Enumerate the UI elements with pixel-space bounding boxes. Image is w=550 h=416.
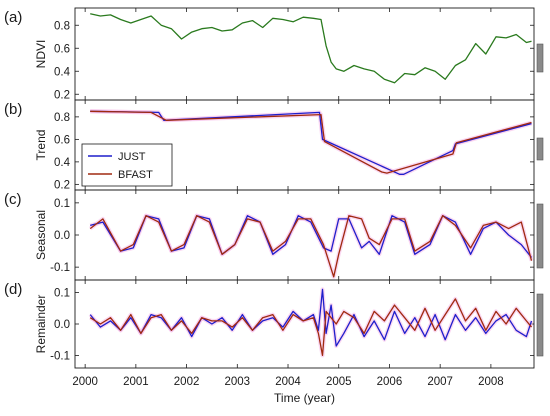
panel-label: (a) — [4, 9, 22, 26]
y-tick-label: 0.2 — [54, 179, 70, 191]
legend-label-just: JUST — [118, 151, 146, 163]
panel-label: (c) — [4, 191, 22, 208]
x-tick-label: 2001 — [123, 376, 149, 388]
y-axis-label: Trend — [34, 130, 48, 161]
y-tick-label: 0.0 — [54, 319, 70, 331]
x-tick-label: 2005 — [326, 376, 352, 388]
x-tick-label: 2007 — [427, 376, 453, 388]
y-tick-label: 0.6 — [54, 43, 70, 55]
y-tick-label: 0.2 — [54, 89, 70, 101]
scale-bar — [536, 137, 544, 161]
bfast-series-line — [89, 215, 533, 278]
y-tick-label: 0.0 — [54, 230, 70, 242]
y-tick-label: -0.1 — [50, 350, 70, 362]
scale-bar — [536, 203, 544, 269]
scale-bar — [536, 43, 544, 73]
y-axis-label: Seasonal — [34, 210, 48, 260]
y-tick-label: 0.4 — [54, 66, 71, 78]
ndvi-series-line — [90, 13, 532, 84]
x-tick-label: 2003 — [225, 376, 251, 388]
y-tick-label: 0.8 — [54, 112, 70, 124]
x-tick-label: 2002 — [174, 376, 200, 388]
axes-frame-1 — [74, 7, 535, 101]
panel-label: (b) — [4, 101, 22, 118]
y-axis-label: NDVI — [34, 40, 48, 69]
x-tick-label: 2000 — [72, 376, 98, 388]
panel-label: (d) — [4, 281, 22, 298]
y-tick-label: 0.6 — [54, 134, 70, 146]
bfast-series-line — [89, 298, 533, 357]
legend-label-bfast: BFAST — [118, 169, 153, 181]
x-axis-label: Time (year) — [274, 391, 335, 405]
y-tick-label: 0.8 — [54, 20, 70, 32]
x-tick-label: 2008 — [478, 376, 504, 388]
x-tick-label: 2004 — [275, 376, 301, 388]
y-tick-label: -0.1 — [50, 262, 70, 274]
x-tick-label: 2006 — [377, 376, 403, 388]
axes-frame-3 — [74, 189, 535, 281]
y-tick-label: 0.1 — [54, 288, 70, 300]
y-tick-label: 0.4 — [54, 157, 71, 169]
y-tick-label: 0.1 — [54, 198, 70, 210]
legend-box — [81, 143, 173, 187]
y-axis-label: Remainder — [34, 295, 48, 354]
just-series-line — [90, 110, 532, 175]
bfast-series-line — [90, 110, 532, 174]
scale-bar — [536, 293, 544, 357]
